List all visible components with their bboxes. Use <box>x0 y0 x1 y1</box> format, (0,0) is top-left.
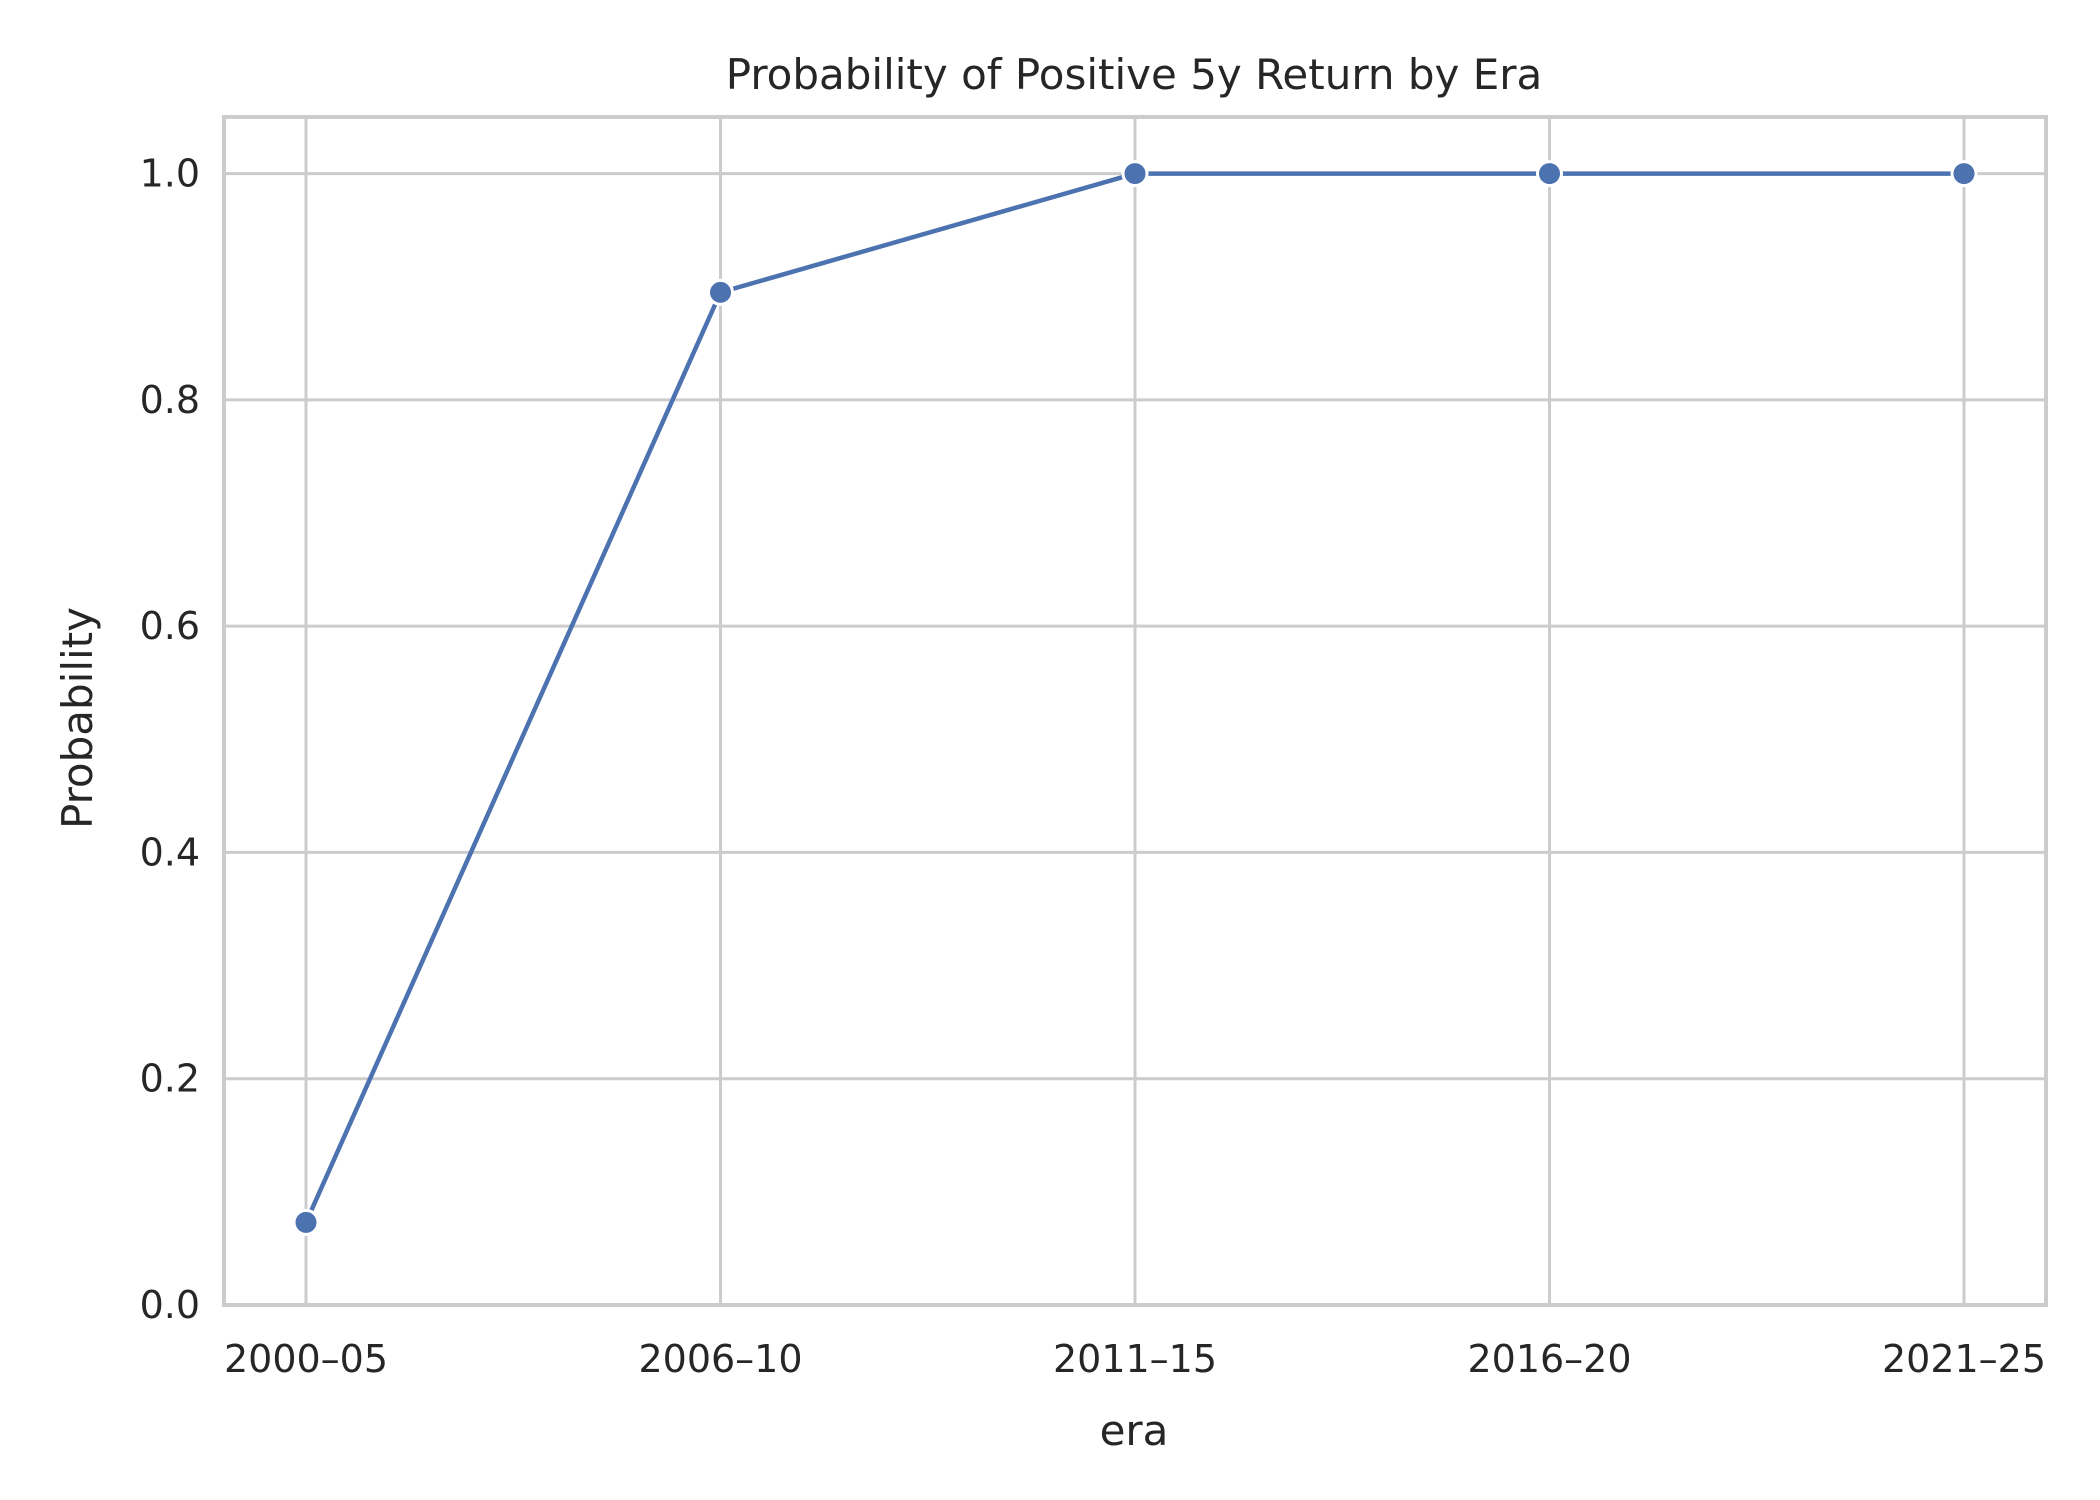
y-tick-label: 0.0 <box>140 1283 200 1327</box>
y-tick-label: 0.4 <box>140 830 200 874</box>
y-tick-label: 0.2 <box>140 1057 200 1101</box>
x-axis-label: era <box>1100 1406 1169 1455</box>
y-tick-label: 0.6 <box>140 604 200 648</box>
x-tick-label: 2016–20 <box>1467 1337 1631 1381</box>
data-point-marker <box>1536 160 1563 188</box>
x-tick-label: 2011–15 <box>1053 1337 1217 1381</box>
x-tick-label: 2000–05 <box>224 1337 388 1381</box>
plot-frame-border <box>222 115 2048 1307</box>
data-point-marker <box>292 1208 320 1236</box>
data-point-marker <box>707 278 734 306</box>
x-tick-label: 2006–10 <box>638 1337 802 1381</box>
data-point-marker <box>1121 160 1149 188</box>
y-axis-label: Probability <box>53 607 102 829</box>
data-point-marker <box>1950 160 1978 188</box>
grid-layer <box>222 115 2048 1307</box>
y-tick-label: 0.8 <box>140 378 200 422</box>
axes-layer: Probability of Positive 5y Return by Era… <box>53 50 2046 1455</box>
series-layer <box>292 160 1978 1236</box>
y-tick-label: 1.0 <box>140 152 200 196</box>
chart-title: Probability of Positive 5y Return by Era <box>726 50 1543 99</box>
x-tick-label: 2021–25 <box>1882 1337 2046 1381</box>
